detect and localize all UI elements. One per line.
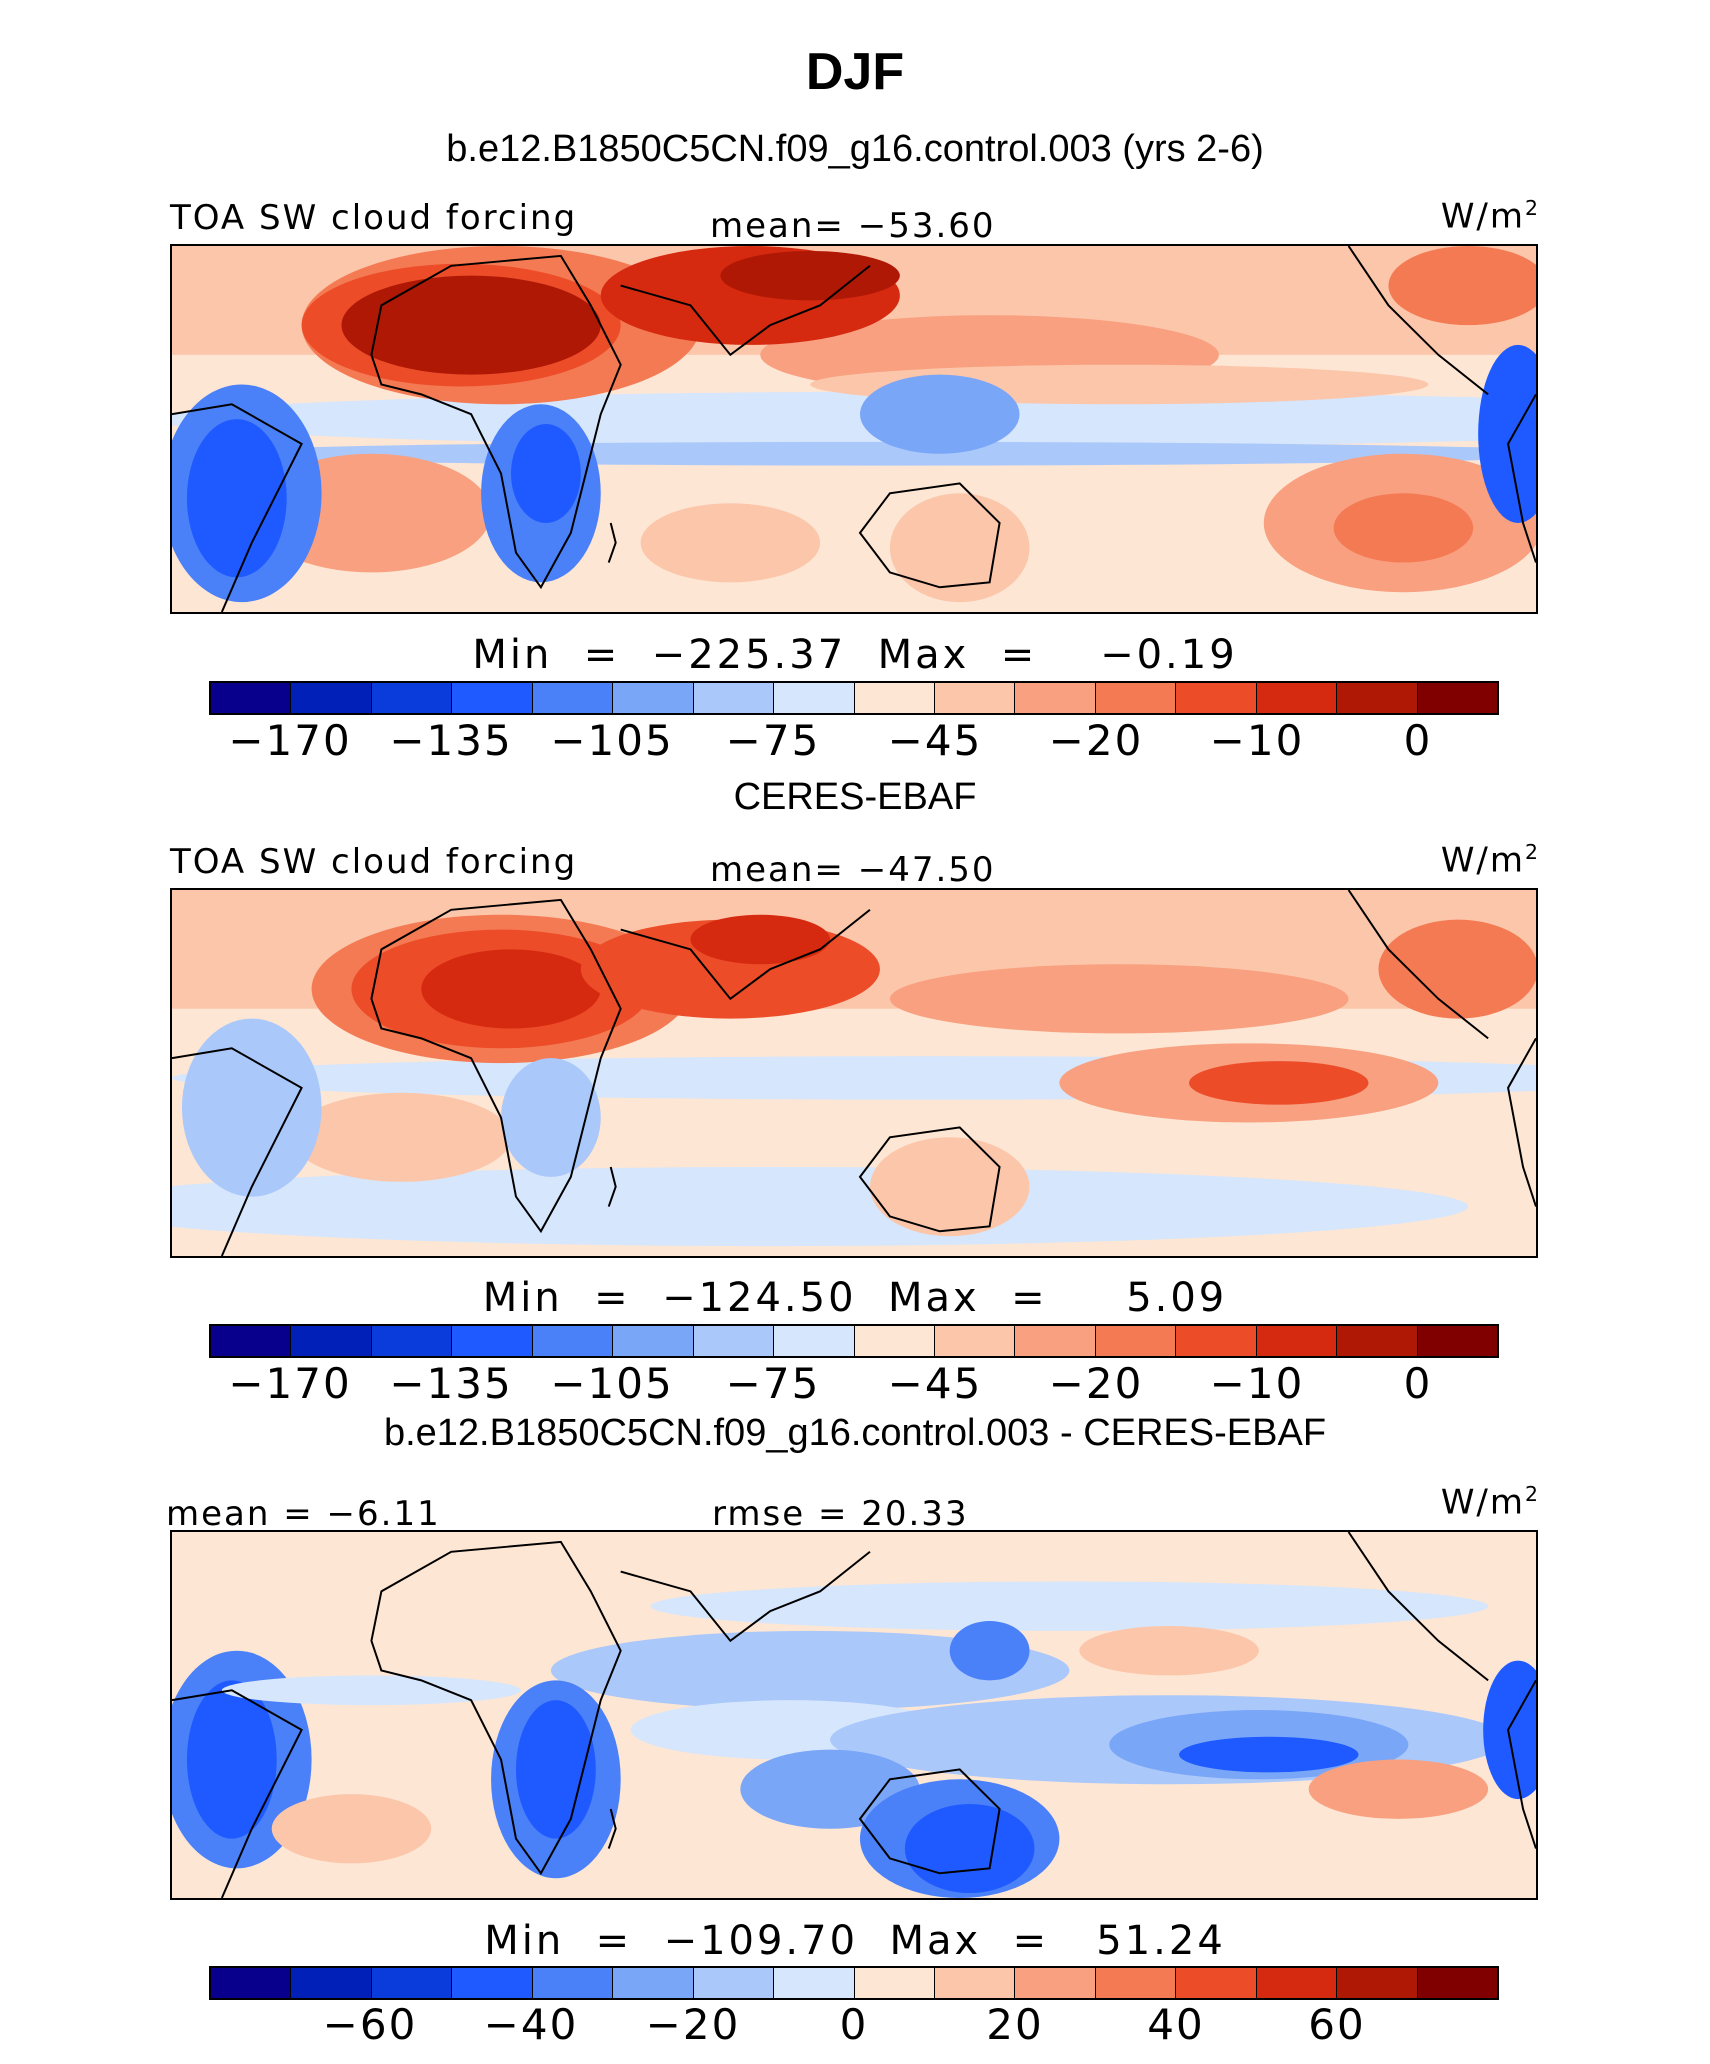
panel-1-map-field	[172, 246, 1536, 612]
panel-3-map	[170, 1530, 1538, 1900]
colorbar-swatch	[371, 1968, 453, 1998]
colorbar-swatch	[1095, 683, 1177, 713]
colorbar-swatch	[452, 683, 533, 713]
colorbar-swatch	[1417, 683, 1497, 713]
panel-1-variable-label: TOA SW cloud forcing	[170, 198, 578, 238]
colorbar-tick-label: −170	[228, 1359, 352, 1408]
colorbar-swatch	[693, 1968, 775, 1998]
panel-3-colorbar	[209, 1966, 1499, 2000]
panel-2-map	[170, 888, 1538, 1258]
panel-1-map	[170, 244, 1538, 614]
colorbar-swatch	[854, 683, 935, 713]
colorbar-swatch	[774, 1968, 855, 1998]
panel-3-map-field	[172, 1532, 1536, 1898]
colorbar-swatch	[693, 683, 775, 713]
colorbar-swatch	[613, 1968, 694, 1998]
colorbar-swatch	[1015, 1968, 1096, 1998]
colorbar-swatch	[1176, 1968, 1257, 1998]
colorbar-swatch	[1417, 1326, 1497, 1356]
colorbar-swatch	[291, 1326, 372, 1356]
colorbar-swatch	[1015, 683, 1096, 713]
colorbar-swatch	[1256, 683, 1338, 713]
colorbar-swatch	[1256, 1326, 1338, 1356]
colorbar-swatch	[1095, 1326, 1177, 1356]
colorbar-tick-label: 40	[1147, 2000, 1205, 2049]
colorbar-tick-label: −135	[389, 716, 513, 765]
colorbar-swatch	[1176, 683, 1257, 713]
panel-2-variable-label: TOA SW cloud forcing	[170, 842, 578, 882]
panel-3-minmax: Min = −109.70 Max = 51.24	[484, 1918, 1226, 1964]
panel-1-colorbar	[209, 681, 1499, 715]
panel-2-mean-label: mean= −47.50	[710, 850, 996, 890]
panel-1-title: b.e12.B1850C5CN.f09_g16.control.003 (yrs…	[446, 128, 1264, 170]
colorbar-swatch	[211, 683, 292, 713]
colorbar-tick-label: −45	[887, 716, 983, 765]
colorbar-swatch	[934, 1968, 1016, 1998]
colorbar-tick-label: 20	[986, 2000, 1044, 2049]
colorbar-swatch	[693, 1326, 775, 1356]
panel-2-minmax: Min = −124.50 Max = 5.09	[482, 1275, 1228, 1321]
colorbar-tick-label: −20	[645, 2000, 741, 2049]
colorbar-swatch	[1337, 1968, 1418, 1998]
colorbar-swatch	[1256, 1968, 1338, 1998]
colorbar-swatch	[1095, 1968, 1177, 1998]
colorbar-tick-label: −105	[550, 1359, 674, 1408]
colorbar-swatch	[532, 1968, 614, 1998]
panel-1-minmax: Min = −225.37 Max = −0.19	[472, 632, 1238, 678]
colorbar-swatch	[211, 1968, 292, 1998]
colorbar-swatch	[1337, 1326, 1418, 1356]
colorbar-tick-label: −75	[725, 1359, 821, 1408]
colorbar-tick-label: 60	[1308, 2000, 1366, 2049]
colorbar-swatch	[854, 1326, 935, 1356]
colorbar-swatch	[613, 1326, 694, 1356]
colorbar-tick-label: −170	[228, 716, 352, 765]
colorbar-swatch	[1176, 1326, 1257, 1356]
colorbar-swatch	[371, 683, 453, 713]
panel-3-mean-label: mean = −6.11	[166, 1494, 441, 1534]
panel-3-units: W/m2	[1440, 1482, 1540, 1523]
colorbar-swatch	[452, 1968, 533, 1998]
colorbar-swatch	[211, 1326, 292, 1356]
colorbar-swatch	[1417, 1968, 1497, 1998]
colorbar-tick-label: −75	[725, 716, 821, 765]
colorbar-swatch	[854, 1968, 935, 1998]
colorbar-swatch	[934, 1326, 1016, 1356]
panel-1-units: W/m2	[1440, 196, 1540, 237]
colorbar-swatch	[291, 1968, 372, 1998]
colorbar-tick-label: 0	[1403, 1359, 1433, 1408]
panel-2-colorbar	[209, 1324, 1499, 1358]
colorbar-tick-label: −10	[1209, 1359, 1305, 1408]
panel-2-title: CERES-EBAF	[733, 776, 977, 818]
colorbar-tick-label: −20	[1048, 1359, 1144, 1408]
colorbar-swatch	[1337, 683, 1418, 713]
panel-3-rmse-label: rmse = 20.33	[712, 1494, 969, 1534]
colorbar-tick-label: 0	[1403, 716, 1433, 765]
colorbar-swatch	[613, 683, 694, 713]
colorbar-tick-label: −45	[887, 1359, 983, 1408]
colorbar-swatch	[532, 1326, 614, 1356]
colorbar-swatch	[1015, 1326, 1096, 1356]
panel-2-colorbar-ticks: −170 −135 −105 −75 −45 −20 −10 0	[209, 1359, 1499, 1409]
colorbar-tick-label: −10	[1209, 716, 1305, 765]
panel-2-units: W/m2	[1440, 840, 1540, 881]
colorbar-tick-label: 0	[839, 2000, 869, 2049]
panel-1-mean-label: mean= −53.60	[710, 206, 996, 246]
colorbar-tick-label: −40	[483, 2000, 579, 2049]
colorbar-swatch	[371, 1326, 453, 1356]
colorbar-swatch	[774, 683, 855, 713]
colorbar-tick-label: −20	[1048, 716, 1144, 765]
panel-3-title: b.e12.B1850C5CN.f09_g16.control.003 - CE…	[383, 1412, 1327, 1454]
page-title: DJF	[805, 43, 905, 101]
colorbar-swatch	[774, 1326, 855, 1356]
colorbar-swatch	[532, 683, 614, 713]
colorbar-tick-label: −60	[322, 2000, 418, 2049]
colorbar-swatch	[934, 683, 1016, 713]
colorbar-swatch	[452, 1326, 533, 1356]
panel-3-colorbar-ticks: −60 −40 −20 0 20 40 60	[209, 2000, 1499, 2050]
panel-2-map-field	[172, 890, 1536, 1256]
colorbar-swatch	[291, 683, 372, 713]
panel-1-colorbar-ticks: −170 −135 −105 −75 −45 −20 −10 0	[209, 716, 1499, 766]
colorbar-tick-label: −135	[389, 1359, 513, 1408]
colorbar-tick-label: −105	[550, 716, 674, 765]
